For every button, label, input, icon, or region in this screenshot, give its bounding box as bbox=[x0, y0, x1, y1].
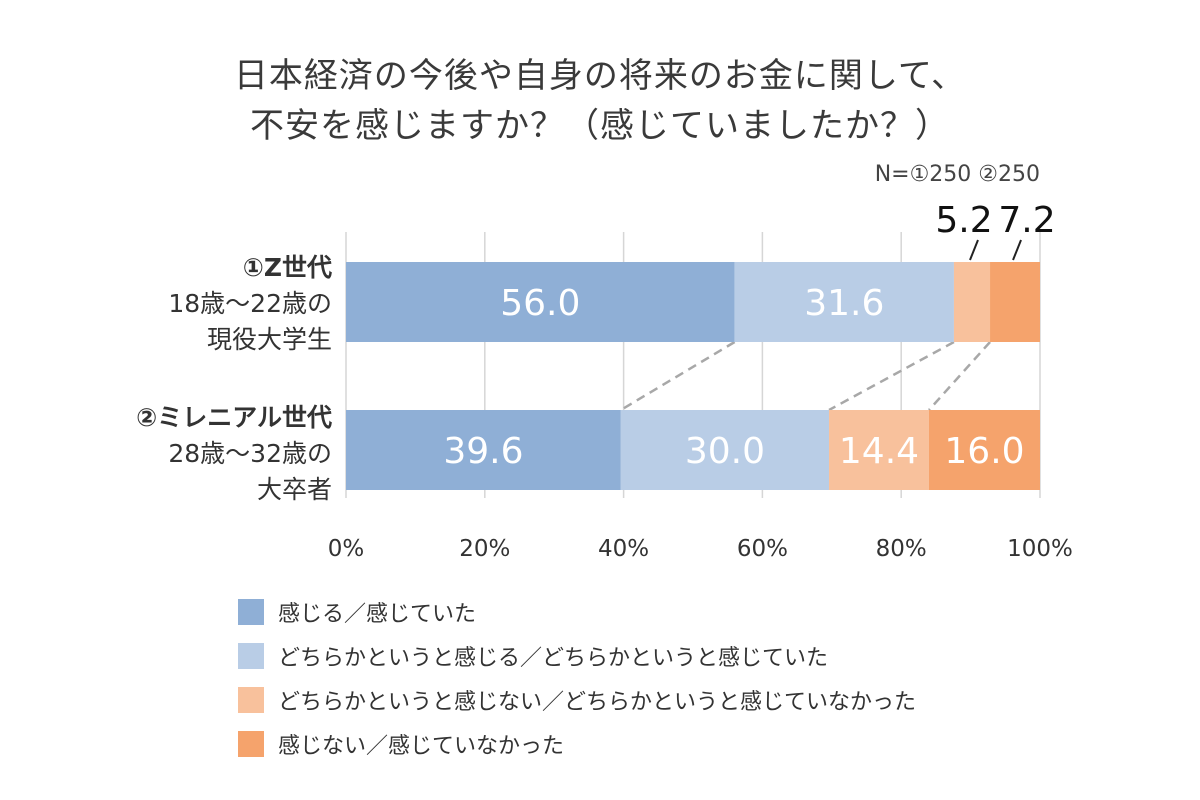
data-label: 14.4 bbox=[839, 431, 919, 472]
bar-segment bbox=[620, 410, 830, 490]
category-label-line: 18歳～22歳の bbox=[168, 289, 332, 318]
bar-segment bbox=[346, 262, 735, 342]
x-tick-label: 0% bbox=[328, 536, 365, 562]
bar-segment bbox=[734, 262, 954, 342]
category-label-line: ②ミレニアル世代 bbox=[136, 403, 332, 432]
sample-size-label: N=①250 ②250 bbox=[874, 162, 1040, 187]
chart-title-line-1: 日本経済の今後や自身の将来のお金に関して、 bbox=[233, 56, 967, 96]
data-label: 39.6 bbox=[443, 431, 523, 472]
legend-label: どちらかというと感じる／どちらかというと感じていた bbox=[278, 646, 829, 671]
legend-swatch bbox=[238, 643, 264, 669]
bar-segment bbox=[829, 410, 929, 490]
data-label-leader bbox=[969, 239, 979, 261]
connector-line bbox=[620, 340, 736, 412]
legend-item: どちらかというと感じる／どちらかというと感じていた bbox=[238, 634, 916, 678]
data-label: 7.2 bbox=[998, 200, 1055, 241]
category-label-line: 現役大学生 bbox=[206, 325, 332, 354]
legend: 感じる／感じていた どちらかというと感じる／どちらかというと感じていた どちらか… bbox=[238, 590, 916, 766]
x-tick-label: 60% bbox=[737, 536, 788, 562]
connector-line bbox=[828, 340, 955, 412]
category-label-millennial: ②ミレニアル世代 28歳～32歳の 大卒者 bbox=[136, 400, 332, 508]
data-label: 30.0 bbox=[685, 431, 765, 472]
legend-swatch bbox=[238, 731, 264, 757]
legend-label: どちらかというと感じない／どちらかというと感じていなかった bbox=[278, 690, 917, 715]
category-label-gen-z: ①Z世代 18歳～22歳の 現役大学生 bbox=[168, 250, 332, 358]
data-label: 31.6 bbox=[804, 283, 884, 324]
legend-label: 感じる／感じていた bbox=[278, 602, 477, 627]
x-tick-label: 20% bbox=[459, 536, 510, 562]
legend-label: 感じない／感じていなかった bbox=[278, 734, 565, 759]
bar-segment bbox=[346, 410, 621, 490]
data-label: 16.0 bbox=[944, 431, 1024, 472]
chart-title-line-2: 不安を感じますか？（感じていましたか？） bbox=[250, 106, 950, 146]
x-tick-label: 40% bbox=[598, 536, 649, 562]
data-label-leader bbox=[1012, 239, 1022, 261]
legend-swatch bbox=[238, 687, 264, 713]
x-tick-label: 80% bbox=[876, 536, 927, 562]
data-label: 5.2 bbox=[935, 200, 992, 241]
legend-swatch bbox=[238, 599, 264, 625]
category-label-line: 大卒者 bbox=[256, 475, 332, 504]
category-label-line: 28歳～32歳の bbox=[168, 439, 332, 468]
legend-item: 感じない／感じていなかった bbox=[238, 722, 916, 766]
bar-segment bbox=[990, 262, 1040, 342]
data-label: 56.0 bbox=[500, 283, 580, 324]
legend-item: どちらかというと感じない／どちらかというと感じていなかった bbox=[238, 678, 916, 722]
connector-line bbox=[928, 341, 991, 411]
category-label-line: ①Z世代 bbox=[242, 253, 332, 282]
bar-segment bbox=[928, 410, 1040, 490]
x-tick-label: 100% bbox=[1007, 536, 1073, 562]
legend-item: 感じる／感じていた bbox=[238, 590, 916, 634]
bar-segment bbox=[953, 262, 991, 342]
